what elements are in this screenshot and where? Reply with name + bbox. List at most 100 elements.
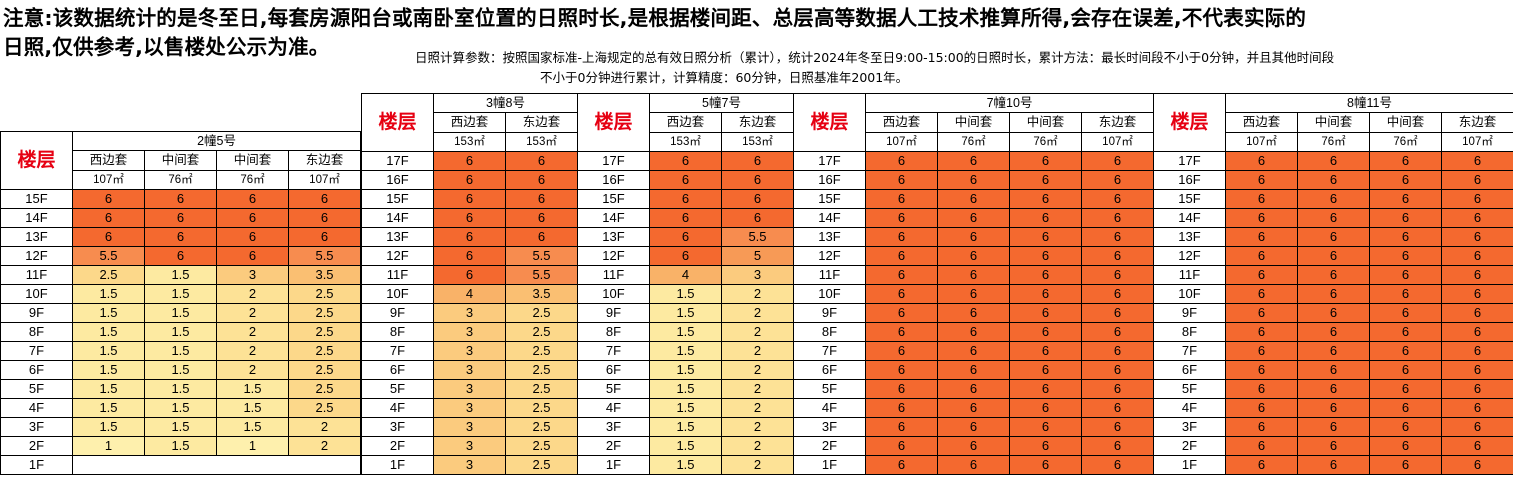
sunlight-hours-cell: 6 — [937, 208, 1010, 228]
sunlight-hours-cell: 1.5 — [649, 303, 722, 323]
sunlight-hours-cell: 1.5 — [144, 322, 217, 342]
sunlight-hours-cell: 6 — [1297, 379, 1370, 399]
table-row: 16F 6 6 — [577, 170, 794, 190]
table-row: 4F 1.5 1.5 1.5 2.5 — [0, 398, 362, 418]
table-row: 9F 3 2.5 — [361, 303, 578, 323]
unit-area: 153㎡ — [649, 131, 722, 153]
sunlight-hours-cell: 2.5 — [505, 341, 578, 361]
sunlight-hours-cell: 6 — [1080, 379, 1155, 399]
sunlight-hours-cell: 6 — [649, 227, 722, 247]
sunlight-hours-cell: 6 — [937, 284, 1010, 304]
sunlight-hours-cell: 2.5 — [505, 360, 578, 380]
sunlight-hours-cell: 6 — [433, 170, 506, 190]
sunlight-hours-cell: 1.5 — [649, 436, 722, 456]
sunlight-hours-cell: 6 — [1441, 417, 1513, 437]
sunlight-hours-cell: 1.5 — [144, 379, 217, 399]
table-row: 5F 6 6 6 6 — [793, 379, 1155, 399]
sunlight-hours-cell: 6 — [1009, 379, 1082, 399]
table-row: 4F 6 6 6 6 — [793, 398, 1155, 418]
sunlight-hours-cell: 6 — [1009, 265, 1082, 285]
sunlight-hours-cell: 1.5 — [649, 398, 722, 418]
unit-name: 西边套 — [72, 150, 145, 171]
sunlight-hours-cell: 6 — [1441, 379, 1513, 399]
table-row: 6F 3 2.5 — [361, 360, 578, 380]
table-row: 2F 6 6 6 6 — [793, 436, 1155, 456]
sunlight-hours-cell: 5 — [721, 246, 794, 266]
floor-label: 3F — [793, 417, 866, 437]
unit-area: 76㎡ — [1009, 131, 1082, 153]
unit-area: 107㎡ — [1441, 131, 1513, 153]
building-name: 3幢8号 — [433, 92, 578, 114]
sunlight-hours-cell: 6 — [1009, 455, 1082, 475]
table-row: 12F 6 6 6 6 — [1153, 246, 1513, 266]
floor-label: 6F — [577, 360, 650, 380]
floor-label: 8F — [0, 322, 73, 342]
sunlight-hours-cell: 2 — [721, 417, 794, 437]
floor-label: 5F — [793, 379, 866, 399]
floor-column-header: 楼层 — [793, 93, 866, 152]
sunlight-hours-cell: 6 — [1080, 417, 1155, 437]
sunlight-hours-cell: 6 — [1080, 303, 1155, 323]
table-row: 17F 6 6 — [577, 151, 794, 171]
sunlight-hours-cell: 6 — [216, 189, 289, 209]
floor-label: 16F — [793, 170, 866, 190]
table-row: 10F 4 3.5 — [361, 284, 578, 304]
sunlight-hours-cell: 6 — [1009, 208, 1082, 228]
table-row: 10F 1.5 1.5 2 2.5 — [0, 284, 362, 304]
table-row: 11F 6 6 6 6 — [793, 265, 1155, 285]
floor-label: 15F — [793, 189, 866, 209]
sunlight-hours-cell: 6 — [649, 189, 722, 209]
sunlight-hours-cell: 1.5 — [144, 360, 217, 380]
table-row: 15F 6 6 6 6 — [0, 189, 362, 209]
sunlight-hours-cell: 6 — [1297, 436, 1370, 456]
table-row: 2F 1 1.5 1 2 — [0, 436, 362, 456]
sunlight-hours-cell: 6 — [1009, 436, 1082, 456]
table-row: 11F 6 5.5 — [361, 265, 578, 285]
sunlight-hours-cell: 6 — [937, 189, 1010, 209]
params-line-2: 不小于0分钟进行累计，计算精度：60分钟，日照基准年2001年。 — [540, 70, 909, 85]
sunlight-hours-cell: 1.5 — [649, 417, 722, 437]
sunlight-hours-cell: 2.5 — [505, 303, 578, 323]
sunlight-hours-cell: 6 — [1297, 284, 1370, 304]
sunlight-hours-cell: 6 — [1009, 417, 1082, 437]
table-row: 13F 6 6 6 6 — [1153, 227, 1513, 247]
floor-label: 16F — [577, 170, 650, 190]
floor-label: 15F — [1153, 189, 1226, 209]
sunlight-hours-cell: 6 — [433, 265, 506, 285]
building-table: 楼层 7幢10号 西边套 中间套 中间套 东边套 107㎡ 76㎡ 76㎡ 107㎡ 17F 6 6 6 6… — [793, 92, 1155, 475]
sunlight-hours-cell: 6 — [1297, 417, 1370, 437]
sunlight-hours-cell: 6 — [1009, 322, 1082, 342]
sunlight-hours-cell: 1.5 — [649, 360, 722, 380]
sunlight-hours-cell: 6 — [937, 417, 1010, 437]
building-table: 楼层 2幢5号 西边套 中间套 中间套 东边套 107㎡ 76㎡ 76㎡ 107㎡ 15F 6 6 6 6 1… — [0, 130, 362, 475]
sunlight-hours-cell: 6 — [72, 189, 145, 209]
sunlight-hours-cell: 6 — [216, 208, 289, 228]
sunlight-hours-cell: 6 — [1441, 303, 1513, 323]
sunlight-hours-cell: 6 — [216, 227, 289, 247]
floor-label: 12F — [1153, 246, 1226, 266]
sunlight-hours-cell: 6 — [216, 246, 289, 266]
sunlight-hours-cell: 6 — [1080, 170, 1155, 190]
sunlight-hours-cell: 6 — [433, 208, 506, 228]
sunlight-hours-cell: 6 — [1080, 208, 1155, 228]
table-row: 9F 1.5 2 — [577, 303, 794, 323]
table-row: 8F 6 6 6 6 — [1153, 322, 1513, 342]
sunlight-hours-cell: 6 — [433, 227, 506, 247]
building-name: 2幢5号 — [71, 130, 362, 152]
floor-label: 4F — [0, 398, 73, 418]
floor-label: 14F — [577, 208, 650, 228]
table-row: 7F 6 6 6 6 — [1153, 341, 1513, 361]
table-row: 8F 6 6 6 6 — [793, 322, 1155, 342]
sunlight-hours-cell: 1 — [216, 436, 289, 456]
sunlight-hours-cell: 1.5 — [649, 341, 722, 361]
table-row: 13F 6 6 6 6 — [0, 227, 362, 247]
sunlight-hours-cell: 1.5 — [72, 398, 145, 418]
sunlight-hours-cell: 6 — [1441, 436, 1513, 456]
sunlight-hours-cell: 2.5 — [287, 303, 362, 323]
table-row: 7F 1.5 2 — [577, 341, 794, 361]
table-row: 10F 6 6 6 6 — [793, 284, 1155, 304]
sunlight-hours-cell: 6 — [937, 170, 1010, 190]
table-row: 1F 6 6 6 6 — [793, 455, 1155, 475]
sunlight-hours-cell: 1.5 — [144, 417, 217, 437]
sunlight-hours-cell: 5.5 — [72, 246, 145, 266]
